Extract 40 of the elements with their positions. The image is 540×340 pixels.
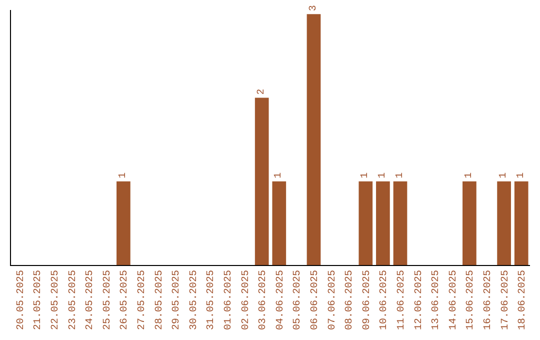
x-tick-label: 12.06.2025 — [414, 270, 425, 330]
x-tick-label: 05.06.2025 — [292, 270, 304, 330]
x-tick-label: 11.06.2025 — [396, 270, 408, 330]
x-tick-label: 23.05.2025 — [68, 270, 79, 330]
data-label: 1 — [377, 172, 388, 178]
x-tick-label: 10.06.2025 — [379, 270, 390, 330]
x-tick-label: 06.06.2025 — [310, 270, 321, 330]
x-tick-label: 03.06.2025 — [258, 270, 270, 330]
data-label: 3 — [308, 5, 320, 12]
data-label: 1 — [464, 172, 475, 178]
data-label: 1 — [118, 172, 129, 178]
x-tick-label: 13.06.2025 — [431, 270, 442, 330]
x-tick-label: 21.05.2025 — [33, 270, 44, 330]
data-label: 1 — [516, 172, 527, 178]
x-tick-label: 01.06.2025 — [224, 270, 234, 330]
x-tick-label: 17.06.2025 — [500, 270, 512, 330]
x-tick-label: 29.05.2025 — [172, 270, 183, 330]
x-tick-label: 27.05.2025 — [137, 270, 148, 330]
x-tick-label: 15.06.2025 — [466, 270, 477, 330]
data-label: 1 — [394, 172, 406, 178]
x-tick-label: 04.06.2025 — [275, 270, 286, 330]
x-tick-label: 16.06.2025 — [483, 270, 494, 330]
x-tick-label: 25.05.2025 — [102, 270, 114, 330]
data-label: 1 — [498, 172, 510, 178]
x-tick-label: 26.05.2025 — [120, 270, 131, 330]
x-tick-label: 28.05.2025 — [154, 270, 166, 330]
x-tick-label: 08.06.2025 — [344, 270, 356, 330]
data-label: 1 — [360, 172, 372, 178]
data-label: 1 — [274, 172, 285, 178]
x-tick-label: 30.05.2025 — [188, 270, 200, 330]
x-tick-label: 31.05.2025 — [206, 270, 218, 330]
x-tick-label: 18.06.2025 — [518, 270, 529, 330]
x-tick-label: 02.06.2025 — [240, 270, 252, 330]
x-tick-label: 20.05.2025 — [16, 270, 27, 330]
x-tick-label: 22.05.2025 — [50, 270, 62, 330]
x-tick-label: 14.06.2025 — [448, 270, 460, 330]
x-tick-label: 09.06.2025 — [362, 270, 373, 330]
x-tick-label: 07.06.2025 — [327, 270, 338, 330]
x-tick-label: 24.05.2025 — [85, 270, 96, 330]
data-label: 2 — [256, 88, 268, 95]
